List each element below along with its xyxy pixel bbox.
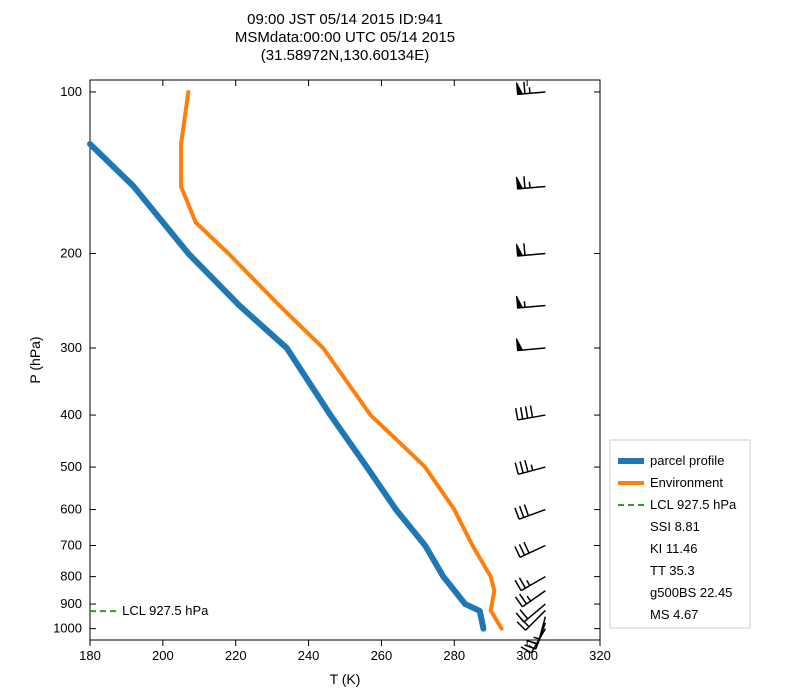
wind-barb-feather [517,622,525,630]
wind-barb-flag [516,244,522,256]
x-tick-label: 280 [443,648,465,663]
wind-barb-feather [524,82,525,94]
wind-barb-shaft [522,591,545,607]
wind-barb-feather [520,506,524,517]
x-tick-label: 200 [152,648,174,663]
legend-label: g500BS 22.45 [650,585,732,600]
y-tick-label: 200 [60,246,82,261]
x-tick-label: 320 [589,648,611,663]
legend-label: KI 11.46 [650,541,697,556]
y-tick-label: 700 [60,537,82,552]
wind-barb-feather [515,463,518,475]
y-tick-label: 100 [60,84,82,99]
legend-label: TT 35.3 [650,563,695,578]
wind-barb-feather [527,596,530,601]
wind-barb-feather [516,597,523,607]
y-tick-label: 400 [60,407,82,422]
wind-barb-flag [516,177,522,189]
legend-label: SSI 8.81 [650,519,700,534]
y-axis-label: P (hPa) [27,336,43,383]
wind-barb-flag [516,82,522,94]
wind-barb-shaft [520,545,545,557]
wind-barb-feather [519,578,525,588]
x-tick-label: 220 [225,648,247,663]
x-axis-label: T (K) [330,671,361,687]
skewt-chart: 180200220240260280300320T (K)10020030040… [0,0,800,700]
parcel-profile-line [90,144,483,629]
wind-barb-feather [525,460,528,472]
wind-barb-feather [529,87,530,93]
wind-barb-feather [531,465,533,471]
wind-barb-feather [524,542,529,553]
wind-barb-feather [524,243,525,255]
y-tick-label: 1000 [53,621,82,636]
wind-barb-flag [516,338,522,350]
y-tick-label: 300 [60,340,82,355]
wind-barb-feather [516,408,518,420]
wind-barb-feather [524,176,525,188]
title-line-2: MSMdata:00:00 UTC 05/14 2015 [235,29,455,46]
wind-barb-feather [520,610,528,619]
legend-label: Environment [650,475,723,490]
y-tick-label: 600 [60,502,82,517]
y-tick-label: 800 [60,569,82,584]
wind-barb-feather [520,461,523,473]
legend-label: parcel profile [650,453,724,468]
wind-barb-feather [520,594,527,604]
wind-barb-feather [529,182,530,188]
wind-barb-feather [526,406,528,418]
environment-line [181,92,502,629]
y-tick-label: 500 [60,459,82,474]
wind-barb-feather [524,504,528,515]
chart-svg: 180200220240260280300320T (K)10020030040… [0,0,800,700]
legend-label: LCL 927.5 hPa [650,497,737,512]
title-line-1: 09:00 JST 05/14 2015 ID:941 [247,11,443,28]
legend-label: MS 4.67 [650,607,698,622]
x-tick-label: 180 [79,648,101,663]
wind-barb-shaft [521,577,545,591]
wind-barb-feather [515,508,519,519]
wind-barb-feather [521,407,523,419]
x-tick-label: 240 [298,648,320,663]
wind-barb-feather [519,544,524,555]
wind-barb-feather [515,580,521,590]
wind-barb-feather [516,613,524,622]
wind-barb-flag [516,296,522,308]
title-line-3: (31.58972N,130.60134E) [261,47,429,64]
x-tick-label: 260 [371,648,393,663]
wind-barb-feather [534,637,540,639]
wind-barb-feather [524,301,525,307]
y-tick-label: 900 [60,596,82,611]
wind-barb-feather [530,406,532,418]
lcl-label: LCL 927.5 hPa [122,603,209,618]
wind-barb-feather [527,580,530,585]
wind-barb-feather [515,546,520,557]
